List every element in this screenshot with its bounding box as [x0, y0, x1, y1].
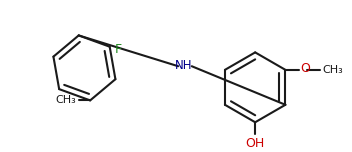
Text: CH₃: CH₃ — [322, 65, 343, 75]
Text: NH: NH — [175, 59, 193, 72]
Text: F: F — [114, 43, 122, 56]
Text: O: O — [300, 62, 310, 75]
Text: CH₃: CH₃ — [56, 95, 77, 105]
Text: OH: OH — [246, 137, 265, 150]
